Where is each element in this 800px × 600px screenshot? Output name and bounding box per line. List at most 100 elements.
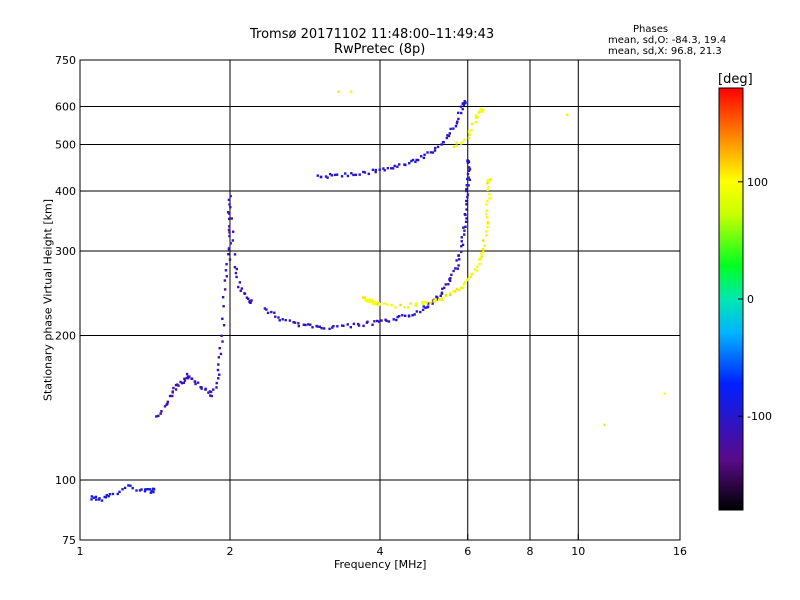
data-point	[227, 217, 231, 221]
data-point	[219, 352, 223, 356]
data-point	[239, 289, 242, 293]
data-point	[374, 168, 378, 172]
data-point	[371, 168, 375, 172]
data-point	[440, 292, 444, 295]
data-point	[407, 306, 410, 309]
data-point	[234, 271, 238, 275]
data-point	[465, 187, 468, 191]
data-point	[460, 240, 463, 243]
data-point	[226, 211, 230, 214]
data-point	[361, 296, 365, 299]
data-point	[457, 254, 460, 257]
data-point	[448, 132, 451, 135]
data-point	[485, 234, 488, 237]
data-point	[319, 175, 323, 179]
colorbar-label: [deg]	[718, 72, 753, 87]
data-point	[155, 415, 158, 418]
data-point	[429, 151, 433, 154]
data-point	[227, 248, 231, 251]
data-point	[456, 267, 460, 270]
data-point	[131, 486, 134, 490]
data-point	[663, 392, 666, 395]
data-point	[336, 325, 339, 328]
data-point	[326, 176, 329, 179]
data-point	[196, 381, 200, 384]
data-point	[118, 490, 121, 494]
data-point	[90, 498, 93, 501]
y-tick-label: 75	[62, 534, 76, 547]
data-point	[462, 226, 465, 229]
data-point	[466, 193, 470, 196]
data-point	[463, 233, 466, 236]
data-point	[603, 423, 606, 427]
data-point	[233, 266, 237, 269]
data-point	[449, 293, 452, 297]
data-point	[464, 102, 467, 105]
data-point	[369, 298, 373, 302]
data-point	[245, 296, 249, 299]
data-point	[111, 492, 115, 496]
data-point	[172, 386, 175, 390]
x-axis: 1 2 4 6 8 10 16	[77, 534, 687, 558]
data-point	[465, 217, 468, 220]
data-point	[393, 164, 396, 168]
data-point	[473, 268, 477, 271]
data-point	[100, 499, 104, 502]
x-axis-label: Frequency [MHz]	[334, 558, 427, 571]
data-point	[152, 487, 155, 491]
data-point	[411, 314, 414, 317]
data-point	[429, 301, 432, 304]
x-tick-label: 4	[377, 545, 384, 558]
data-point	[208, 390, 212, 393]
data-point	[409, 302, 412, 305]
data-point	[229, 242, 232, 245]
data-point	[470, 128, 473, 132]
data-point	[233, 253, 237, 256]
data-point	[243, 292, 247, 295]
data-point	[433, 149, 437, 152]
data-point	[462, 102, 465, 105]
data-point	[190, 377, 193, 380]
data-point	[421, 302, 425, 306]
stats-x-line: mean, sd,X: 96.8, 21.3	[608, 46, 722, 57]
chart-title: Tromsø 20171102 11:48:00–11:49:43	[250, 27, 495, 42]
colorbar-tick-label: 100	[747, 176, 768, 189]
data-point	[383, 302, 386, 305]
data-point	[441, 298, 444, 302]
data-point	[207, 391, 210, 394]
data-point	[454, 124, 458, 128]
data-point	[159, 412, 162, 415]
data-point	[221, 317, 224, 320]
data-point	[278, 319, 281, 322]
data-point	[225, 275, 228, 278]
data-point	[163, 405, 167, 408]
y-tick-label: 600	[55, 101, 76, 114]
data-point	[265, 308, 268, 311]
data-point	[116, 492, 119, 496]
data-point	[427, 302, 430, 305]
data-point	[460, 236, 463, 239]
data-point	[476, 116, 479, 119]
data-point	[220, 334, 223, 338]
data-point	[426, 151, 429, 154]
data-point	[479, 257, 482, 261]
data-point	[471, 272, 474, 276]
data-point	[129, 484, 132, 487]
data-point	[200, 387, 203, 390]
data-point	[309, 323, 312, 326]
data-point	[174, 383, 178, 387]
data-point	[485, 216, 489, 219]
data-point	[215, 381, 218, 385]
data-point	[180, 381, 184, 385]
data-point	[171, 391, 174, 394]
data-point	[288, 319, 292, 322]
data-point	[486, 188, 489, 191]
data-point	[273, 311, 276, 314]
data-point	[223, 279, 227, 282]
data-point	[304, 323, 307, 327]
data-point	[440, 143, 443, 146]
data-point	[210, 394, 213, 398]
data-point	[433, 300, 437, 303]
data-point	[447, 134, 451, 138]
